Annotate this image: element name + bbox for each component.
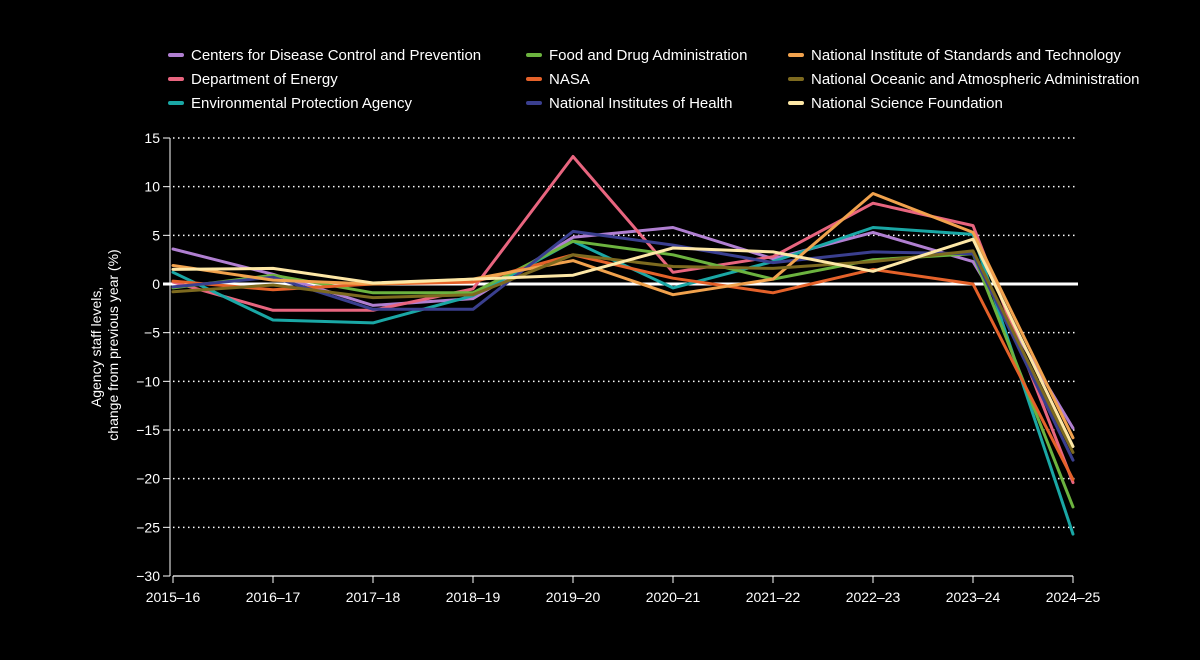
- legend-item-nasa: NASA: [526, 68, 590, 90]
- x-tick-label: 2020–21: [646, 589, 701, 605]
- series-line-national-institutes-of-health: [171, 229, 1075, 462]
- legend-item-fda: Food and Drug Administration: [526, 44, 747, 66]
- series-line-national-science-foundation: [171, 237, 1075, 448]
- legend-label-nasa: NASA: [549, 70, 590, 88]
- y-tick-label: 0: [152, 276, 160, 292]
- legend-item-epa: Environmental Protection Agency: [168, 92, 412, 114]
- legend-label-doe: Department of Energy: [191, 70, 338, 88]
- series-line-nasa: [171, 253, 1075, 482]
- legend-item-noaa: National Oceanic and Atmospheric Adminis…: [788, 68, 1140, 90]
- x-tick-label: 2015–16: [146, 589, 201, 605]
- x-tick-label: 2016–17: [246, 589, 301, 605]
- y-tick-label: 5: [152, 227, 160, 243]
- legend-label-cdc: Centers for Disease Control and Preventi…: [191, 46, 482, 64]
- legend-item-cdc: Centers for Disease Control and Preventi…: [168, 44, 481, 66]
- y-axis-label-line-1: Agency staff levels,: [88, 287, 104, 407]
- y-axis-label: Agency staff levels, change from previou…: [88, 249, 121, 440]
- series-line-environmental-protection-agency: [171, 226, 1075, 536]
- x-tick-label: 2022–23: [846, 589, 901, 605]
- legend-item-nist: National Institute of Standards and Tech…: [788, 44, 1121, 66]
- legend-swatch-doe: [168, 77, 184, 81]
- y-tick-label: 15: [144, 130, 160, 146]
- y-axis-label-line-2: change from previous year (%): [105, 249, 121, 440]
- legend-item-nih: National Institutes of Health: [526, 92, 732, 114]
- x-tick-label: 2023–24: [946, 589, 1001, 605]
- x-axis: 2015–16 2016–17 2017–18 2018–19 2019–20 2020–…: [146, 138, 1101, 605]
- legend-swatch-nih: [526, 101, 542, 105]
- y-tick-label: 10: [144, 179, 160, 195]
- x-tick-label: 2024–25: [1046, 589, 1101, 605]
- legend-swatch-nist: [788, 53, 804, 57]
- series-line-national-institute-of-standards-and-technology: [171, 192, 1075, 440]
- y-tick-label: −15: [136, 422, 160, 438]
- y-tick-label: −25: [136, 519, 160, 535]
- x-tick-label: 2018–19: [446, 589, 501, 605]
- legend-label-fda: Food and Drug Administration: [549, 46, 748, 64]
- legend-item-doe: Department of Energy: [168, 68, 338, 90]
- x-tick-label: 2021–22: [746, 589, 801, 605]
- legend-swatch-cdc: [168, 53, 184, 57]
- legend-label-noaa: National Oceanic and Atmospheric Adminis…: [811, 70, 1140, 88]
- y-tick-label: −5: [144, 325, 160, 341]
- legend-swatch-fda: [526, 53, 542, 57]
- y-tick-label: −10: [136, 373, 160, 389]
- legend-swatch-nsf: [788, 101, 804, 105]
- legend-swatch-nasa: [526, 77, 542, 81]
- legend-swatch-noaa: [788, 77, 804, 81]
- x-tick-label: 2019–20: [546, 589, 601, 605]
- legend-label-nist: National Institute of Standards and Tech…: [811, 46, 1121, 64]
- legend-label-epa: Environmental Protection Agency: [191, 94, 412, 112]
- y-tick-label: −20: [136, 471, 160, 487]
- legend-label-nih: National Institutes of Health: [549, 94, 733, 112]
- legend-item-nsf: National Science Foundation: [788, 92, 1003, 114]
- legend-swatch-epa: [168, 101, 184, 105]
- y-tick-label: −30: [136, 568, 160, 584]
- series-lines: [171, 155, 1075, 536]
- y-axis-ticks: 15 10 5 0 −5 −10 −15 −20 −25 −30: [136, 130, 170, 584]
- series-line-centers-for-disease-control-and-prevention: [171, 226, 1075, 430]
- legend-label-nsf: National Science Foundation: [811, 94, 1003, 112]
- gridlines: [163, 137, 1078, 529]
- x-tick-label: 2017–18: [346, 589, 401, 605]
